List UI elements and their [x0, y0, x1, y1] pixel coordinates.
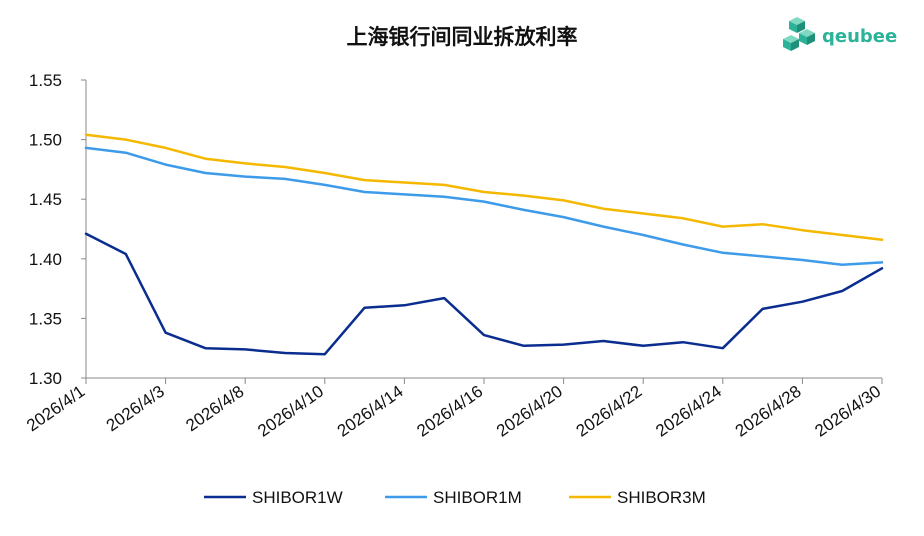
- legend-label-shibor1w: SHIBOR1W: [252, 488, 343, 507]
- y-tick-label: 1.30: [29, 369, 62, 388]
- x-tick-label: 2026/4/16: [413, 382, 486, 441]
- y-tick-label: 1.55: [29, 71, 62, 90]
- x-tick-label: 2026/4/14: [334, 382, 407, 441]
- x-tick-label: 2026/4/30: [811, 382, 884, 441]
- series-lines: [84, 133, 884, 356]
- x-tick-label: 2026/4/28: [732, 382, 805, 441]
- y-tick-label: 1.35: [29, 309, 62, 328]
- logo: qeubee: [783, 17, 897, 51]
- x-tick-label: 2026/4/24: [652, 382, 725, 441]
- legend: SHIBOR1W SHIBOR1M SHIBOR3M: [204, 488, 706, 507]
- x-tick-label: 2026/4/10: [254, 382, 327, 441]
- x-tick-label: 2026/4/1: [23, 382, 88, 436]
- x-tick-label: 2026/4/8: [182, 382, 247, 436]
- chart-title: 上海银行间同业拆放利率: [347, 25, 578, 49]
- y-tick-label: 1.45: [29, 190, 62, 209]
- logo-text: qeubee: [822, 26, 897, 47]
- cube-cluster-icon: [783, 17, 815, 51]
- x-tick-label: 2026/4/22: [573, 382, 646, 441]
- x-tick-label: 2026/4/20: [493, 382, 566, 441]
- y-tick-label: 1.40: [29, 250, 62, 269]
- x-tick-label: 2026/4/3: [103, 382, 168, 436]
- series-line-shibor3m: [84, 133, 884, 241]
- series-line-shibor1m: [84, 146, 884, 267]
- series-line-shibor1w: [84, 232, 884, 356]
- legend-label-shibor3m: SHIBOR3M: [617, 488, 706, 507]
- y-tick-label: 1.50: [29, 131, 62, 150]
- legend-label-shibor1m: SHIBOR1M: [433, 488, 522, 507]
